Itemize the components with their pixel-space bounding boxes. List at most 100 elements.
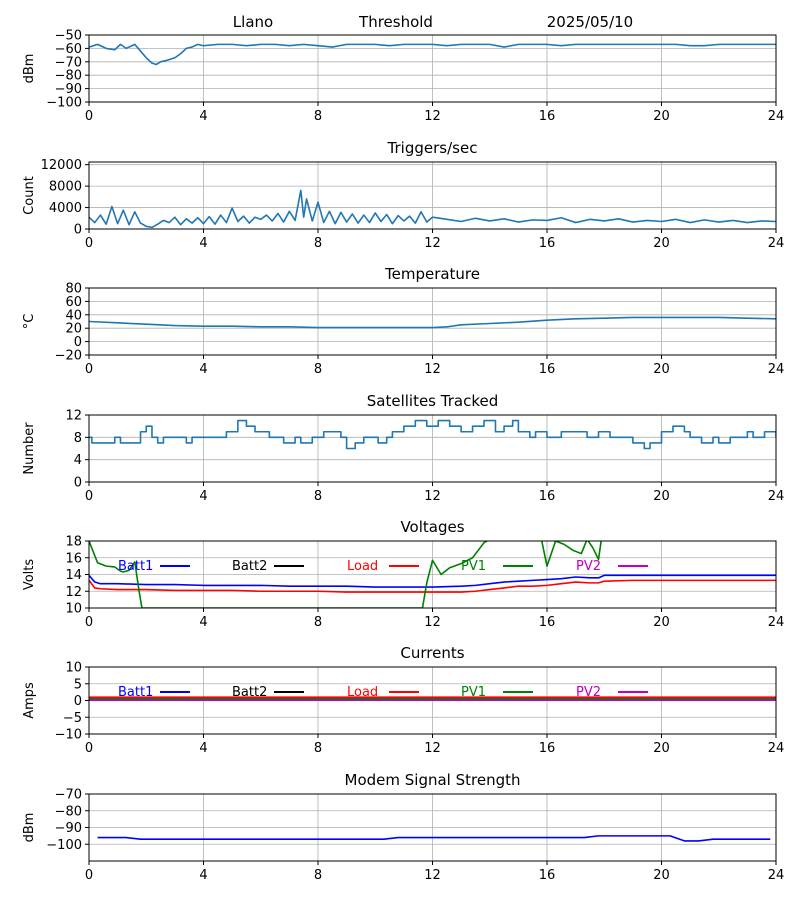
x-tick-label: 0 [85,741,93,756]
x-tick-label: 20 [653,236,670,251]
series-line-batt1 [89,574,776,588]
x-tick-label: 12 [424,109,441,124]
series-line-pv1 [89,541,602,608]
x-tick-label: 12 [424,362,441,377]
series-line-0 [89,316,776,329]
y-tick-label: −100 [46,838,82,853]
x-tick-label: 24 [768,489,785,504]
x-tick-label: 12 [424,615,441,630]
y-tick-label: 10 [65,661,82,676]
panel-satellites: 0 4 8 12 16 20 24 0 4 8 12 Satellites Tracked Number [22,392,784,504]
y-tick-label: 12 [65,409,82,424]
y-tick-label: −20 [55,349,82,364]
y-tick-label: −100 [46,96,82,111]
y-axis-label: Count [22,176,37,215]
y-axis-label: Volts [22,559,37,591]
y-tick-label: 12000 [41,158,82,173]
y-tick-label: 8000 [49,180,82,195]
x-tick-label: 8 [314,489,322,504]
panel-triggers: 0 4 8 12 16 20 24 0 4000 8000 12000 Triggers/sec Cou… [22,139,784,251]
legend-label-batt2: Batt2 [232,685,267,700]
x-tick-label: 16 [539,109,556,124]
panel-title: Triggers/sec [387,139,478,157]
y-tick-label: −5 [63,711,82,726]
x-tick-label: 0 [85,362,93,377]
series-line-0 [89,419,776,450]
panel-title: Temperature [384,265,480,283]
x-tick-label: 8 [314,868,322,883]
x-tick-label: 24 [768,615,785,630]
y-tick-label: −10 [55,728,82,743]
x-tick-label: 8 [314,362,322,377]
header-site: Llano [233,13,273,31]
x-tick-label: 4 [199,236,207,251]
y-tick-label: 4000 [49,201,82,216]
x-tick-label: 24 [768,236,785,251]
x-tick-label: 12 [424,489,441,504]
x-tick-label: 12 [424,236,441,251]
x-tick-label: 4 [199,109,207,124]
y-tick-label: −70 [55,788,82,803]
x-tick-label: 0 [85,236,93,251]
y-tick-label: 0 [74,223,82,238]
y-tick-label: −50 [55,29,82,44]
x-tick-label: 4 [199,741,207,756]
y-tick-label: 0 [74,335,82,350]
x-tick-label: 8 [314,109,322,124]
y-tick-label: −60 [55,42,82,57]
x-tick-label: 20 [653,109,670,124]
series-group [97,835,771,842]
panel-modem: 0 4 8 12 16 20 24 −100 −90 −80−70 Modem Signal Str… [22,771,784,883]
x-tick-label: 24 [768,868,785,883]
legend-label-batt2: Batt2 [232,559,267,574]
legend-label-load: Load [347,685,378,700]
x-tick-label: 4 [199,868,207,883]
y-tick-label: −90 [55,821,82,836]
x-tick-label: 24 [768,109,785,124]
panel-title: Voltages [400,518,464,536]
series-line-0 [89,189,776,229]
x-tick-label: 0 [85,615,93,630]
x-tick-label: 0 [85,489,93,504]
series-group [89,541,776,608]
legend-label-batt1: Batt1 [118,685,153,700]
y-tick-label: 10 [65,602,82,617]
y-axis-label: Number [22,422,37,475]
y-tick-label: 12 [65,585,82,600]
x-tick-label: 24 [768,362,785,377]
x-tick-label: 4 [199,362,207,377]
x-tick-label: 20 [653,868,670,883]
series-group [89,189,776,229]
x-tick-label: 8 [314,236,322,251]
x-tick-label: 16 [539,741,556,756]
panel-title: Modem Signal Strength [345,771,521,789]
x-tick-label: 16 [539,236,556,251]
x-tick-label: 20 [653,741,670,756]
y-axis-label: dBm [22,813,37,843]
series-group [89,316,776,329]
y-tick-label: −80 [55,69,82,84]
x-tick-label: 12 [424,868,441,883]
figure-header: Llano Threshold 2025/05/10 [233,13,633,31]
y-tick-label: 4 [74,453,82,468]
panel-rssi: 0 4 8 12 16 20 24 −100−90−80−70−60−50 dBm [22,29,784,125]
y-tick-label: 40 [65,308,82,323]
x-tick-label: 8 [314,741,322,756]
header-mode: Threshold [358,13,433,31]
y-tick-label: 5 [74,677,82,692]
y-axis-label: °C [22,314,37,330]
y-tick-label: 18 [65,535,82,550]
y-tick-label: 0 [74,476,82,491]
legend-label-batt1: Batt1 [118,559,153,574]
x-tick-label: 4 [199,489,207,504]
y-tick-label: 60 [65,295,82,310]
legend-label-pv2: PV2 [576,559,601,574]
y-tick-label: −70 [55,55,82,70]
x-tick-label: 12 [424,741,441,756]
series-line-0 [97,835,771,842]
